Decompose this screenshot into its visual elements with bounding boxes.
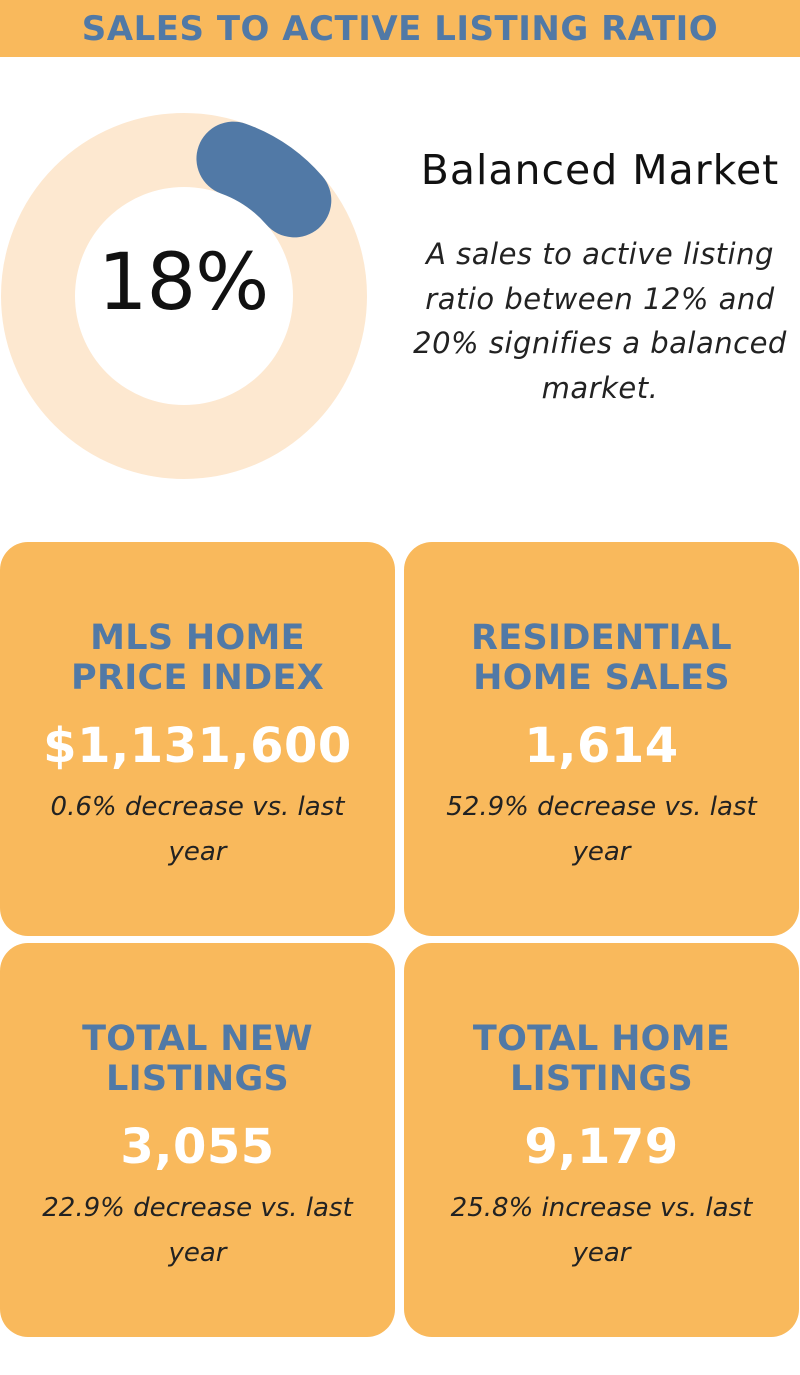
stat-card-change: 0.6% decrease vs. last year (50, 792, 345, 867)
market-description: A sales to active listing ratio between … (413, 237, 787, 405)
page-title: SALES TO ACTIVE LISTING RATIO (81, 8, 719, 49)
stat-card-title: TOTAL HOME LISTINGS (472, 1019, 731, 1099)
market-status-heading: Balanced Market (420, 146, 780, 194)
stat-card-value: 1,614 (524, 718, 679, 774)
stat-card-value: $1,131,600 (43, 718, 352, 774)
donut-track (1, 113, 367, 479)
stat-card-title: MLS HOME PRICE INDEX (71, 618, 324, 698)
header-bar: SALES TO ACTIVE LISTING RATIO (0, 0, 800, 57)
stat-card-value: 3,055 (120, 1119, 275, 1175)
stat-card-value: 9,179 (524, 1119, 679, 1175)
ratio-donut-chart (1, 113, 367, 479)
stat-card-residential-sales: RESIDENTIAL HOME SALES 1,614 52.9% decre… (404, 542, 799, 936)
stat-card-new-listings: TOTAL NEW LISTINGS 3,055 22.9% decrease … (0, 943, 395, 1337)
ratio-percentage: 18% (97, 238, 269, 328)
stat-card-home-listings: TOTAL HOME LISTINGS 9,179 25.8% increase… (404, 943, 799, 1337)
stat-card-change: 25.8% increase vs. last year (450, 1193, 753, 1268)
stat-card-change: 22.9% decrease vs. last year (42, 1193, 353, 1268)
stat-card-change: 52.9% decrease vs. last year (446, 792, 757, 867)
stat-card-title: RESIDENTIAL HOME SALES (471, 618, 732, 698)
stat-card-title: TOTAL NEW LISTINGS (82, 1019, 313, 1099)
donut-fill-arc (196, 121, 332, 238)
stat-card-price-index: MLS HOME PRICE INDEX $1,131,600 0.6% dec… (0, 542, 395, 936)
